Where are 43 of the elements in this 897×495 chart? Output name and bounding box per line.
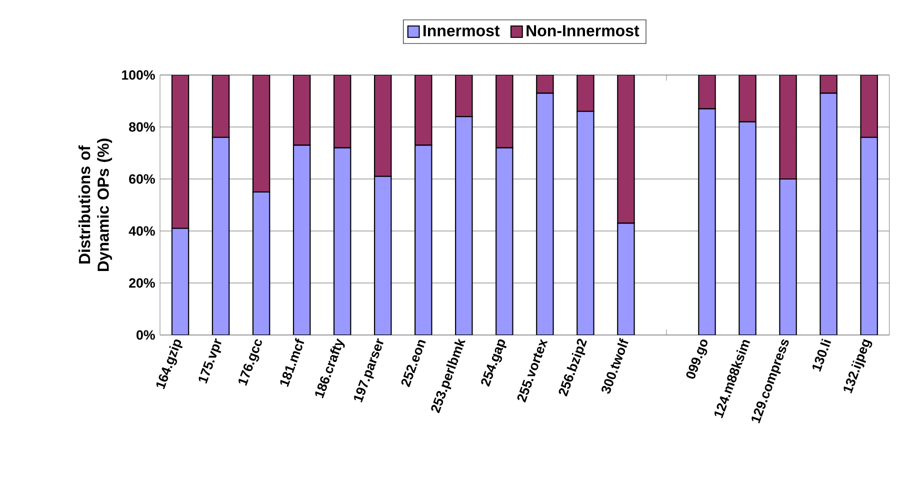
bar [496, 74, 514, 148]
y-tick-label: 80% [129, 122, 155, 132]
legend-label: Non-Innermost [526, 25, 640, 36]
bar [252, 74, 270, 193]
bar [171, 74, 190, 229]
bar [455, 74, 473, 118]
y-tick-label: 0% [136, 330, 155, 340]
bar [252, 191, 270, 335]
bar [617, 222, 635, 335]
bar [171, 228, 190, 335]
bar [374, 176, 392, 335]
legend-label: Innermost [424, 25, 500, 36]
bar [212, 74, 230, 138]
bar [414, 74, 432, 146]
y-tick-label: 20% [129, 278, 155, 288]
bar [333, 74, 352, 148]
bar [212, 136, 230, 335]
bar [860, 74, 878, 138]
bar [779, 178, 797, 335]
bar [414, 144, 432, 335]
bar [820, 92, 838, 335]
bar [333, 147, 352, 335]
bar [576, 110, 594, 335]
y-tick-label: 100% [122, 70, 155, 80]
x-tick-label: 130.li [812, 338, 832, 372]
bar [698, 108, 716, 335]
bar [617, 74, 635, 224]
bar [738, 121, 756, 335]
bar [292, 74, 311, 146]
bar [779, 74, 797, 180]
bar [496, 147, 514, 335]
bar [455, 116, 473, 335]
y-tick-label: 60% [129, 174, 155, 184]
bar [698, 74, 716, 110]
y-tick-label: 40% [128, 226, 155, 236]
bar [536, 92, 554, 335]
bar [738, 74, 756, 122]
bar [576, 74, 594, 112]
bar [374, 74, 392, 177]
x-tick-label: 099.go [686, 339, 708, 379]
bar [860, 136, 878, 335]
y-axis-title: Distributions of Dynamic OPs (%) [78, 138, 112, 272]
bar [292, 144, 311, 335]
